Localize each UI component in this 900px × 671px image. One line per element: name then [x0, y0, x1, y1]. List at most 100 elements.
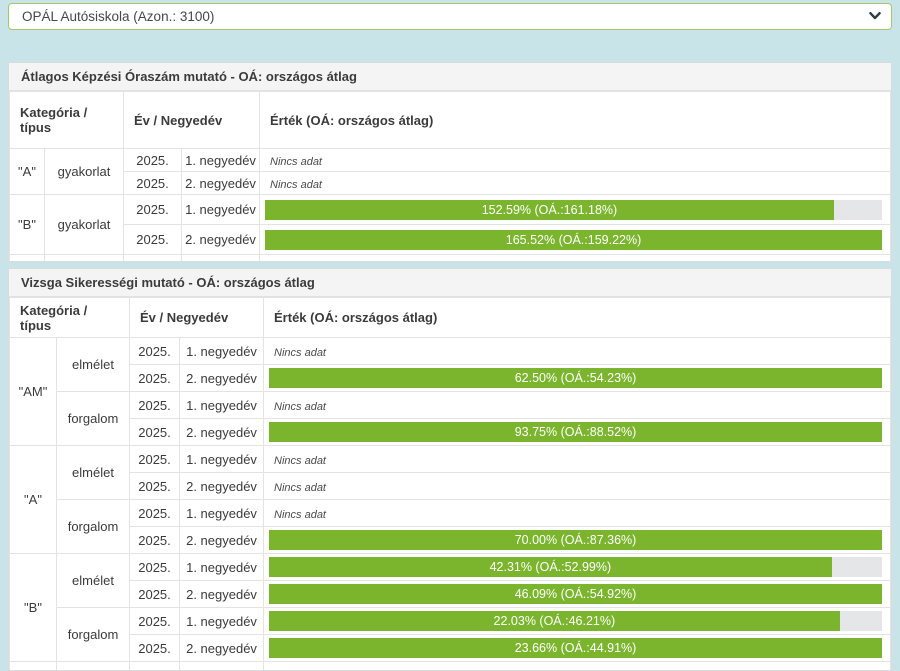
type-cell: elmélet	[55, 337, 131, 392]
category-cell: "AM"	[9, 337, 57, 446]
table-row: "A" gyakorlat 2025. 1. negyedév Nincs adat	[9, 148, 891, 195]
school-select-wrap: OPÁL Autósiskola (Azon.: 3100)	[8, 3, 892, 30]
year-cell	[129, 661, 181, 670]
category-cell	[9, 254, 45, 261]
table-row: 2025. 2. negyedév 70.00% (OÁ.:87.36%)	[10, 526, 891, 554]
type-cell: forgalom	[55, 607, 131, 662]
progress-fill: 93.75% (OÁ.:88.52%)	[269, 422, 882, 442]
table-header-row: Kategória / típus Év / Negyedév Érték (O…	[9, 297, 891, 338]
value-cell: 93.75% (OÁ.:88.52%)	[263, 418, 891, 446]
category-cell: "B"	[9, 553, 57, 662]
category-cell: "A"	[9, 445, 57, 554]
table-row: 2025. 2. negyedév Nincs adat	[10, 171, 891, 195]
bar-label: 70.00% (OÁ.:87.36%)	[514, 533, 637, 547]
year-cell: 2025.	[129, 472, 181, 500]
training-hours-table: Kategória / típus Év / Negyedév Érték (O…	[9, 91, 891, 261]
table-row: 2025. 2. negyedév 23.66% (OÁ.:44.91%)	[10, 634, 891, 662]
no-data-text: Nincs adat	[274, 400, 326, 413]
value-cell	[259, 254, 891, 261]
panel-training-hours: Átlagos Képzési Óraszám mutató - OÁ: ors…	[8, 62, 892, 262]
category-cell	[9, 661, 57, 670]
value-cell: Nincs adat	[263, 499, 891, 527]
table-row: 2025. 2. negyedév 46.09% (OÁ.:54.92%)	[10, 580, 891, 608]
progress-fill: 152.59% (OÁ.:161.18%)	[265, 199, 834, 220]
value-cell: Nincs adat	[259, 148, 891, 172]
type-cell: elmélet	[55, 553, 131, 608]
bar-label: 62.50% (OÁ.:54.23%)	[514, 371, 637, 385]
value-cell: 152.59% (OÁ.:161.18%)	[259, 194, 891, 225]
table-row: 2025. 2. negyedév 62.50% (OÁ.:54.23%)	[10, 364, 891, 392]
year-cell: 2025.	[123, 254, 183, 261]
quarter-cell: 1. negyedév	[181, 254, 261, 261]
quarter-cell: 2. negyedév	[179, 418, 265, 446]
table-row: 2025. 2. negyedév 93.75% (OÁ.:88.52%)	[10, 418, 891, 446]
quarter-cell: 1. negyedév	[179, 337, 265, 365]
no-data-text: Nincs adat	[274, 481, 326, 494]
panel-title: Vizsga Sikerességi mutató - OÁ: országos…	[9, 269, 891, 297]
year-cell: 2025.	[129, 580, 181, 608]
quarter-cell: 2. negyedév	[179, 634, 265, 662]
year-cell: 2025.	[123, 224, 183, 255]
table-row: 2025. 2. negyedév Nincs adat	[10, 472, 891, 500]
table-row-partial	[9, 661, 891, 670]
type-cell	[55, 661, 131, 670]
table-row: forgalom 2025. 1. negyedév 22.03% (OÁ.:46.2…	[10, 607, 891, 662]
value-cell: 165.52% (OÁ.:159.22%)	[259, 224, 891, 255]
progress-bar: 70.00% (OÁ.:87.36%)	[269, 530, 882, 550]
quarter-cell: 1. negyedév	[179, 445, 265, 473]
type-cell	[43, 254, 125, 261]
column-header-period: Év / Negyedév	[129, 297, 265, 338]
type-cell: forgalom	[55, 391, 131, 446]
value-cell: Nincs adat	[263, 472, 891, 500]
quarter-cell: 1. negyedév	[179, 391, 265, 419]
quarter-cell: 2. negyedév	[181, 224, 261, 255]
type-cell: gyakorlat	[43, 148, 125, 195]
table-row: "A" elmélet 2025. 1. negyedév Nincs adat	[9, 445, 891, 554]
value-cell: Nincs adat	[263, 337, 891, 365]
value-cell: Nincs adat	[263, 391, 891, 419]
table-row-partial: 2025.1. negyedév	[9, 254, 891, 261]
year-cell: 2025.	[129, 391, 181, 419]
quarter-cell: 2. negyedév	[179, 580, 265, 608]
panel-title: Átlagos Képzési Óraszám mutató - OÁ: ors…	[9, 63, 891, 91]
progress-fill: 22.03% (OÁ.:46.21%)	[269, 611, 840, 631]
value-cell: Nincs adat	[259, 171, 891, 195]
category-cell: "A"	[9, 148, 45, 195]
bar-label: 42.31% (OÁ.:52.99%)	[489, 560, 612, 574]
table-row: "AM" elmélet 2025. 1. negyedév Nincs adat	[9, 337, 891, 446]
progress-fill: 46.09% (OÁ.:54.92%)	[269, 584, 882, 604]
year-cell: 2025.	[129, 418, 181, 446]
year-cell: 2025.	[123, 148, 183, 172]
column-header-category: Kategória / típus	[9, 91, 125, 149]
progress-fill: 23.66% (OÁ.:44.91%)	[269, 638, 882, 658]
value-cell: 70.00% (OÁ.:87.36%)	[263, 526, 891, 554]
year-cell: 2025.	[123, 194, 183, 225]
column-header-value: Érték (OÁ: országos átlag)	[263, 297, 891, 338]
column-header-value: Érték (OÁ: országos átlag)	[259, 91, 891, 149]
no-data-text: Nincs adat	[270, 178, 322, 191]
progress-fill: 62.50% (OÁ.:54.23%)	[269, 368, 882, 388]
type-cell: gyakorlat	[43, 194, 125, 255]
quarter-cell: 1. negyedév	[181, 194, 261, 225]
progress-bar: 165.52% (OÁ.:159.22%)	[265, 229, 882, 250]
no-data-text: Nincs adat	[270, 155, 322, 168]
progress-bar: 46.09% (OÁ.:54.92%)	[269, 584, 882, 604]
bar-label: 165.52% (OÁ.:159.22%)	[505, 232, 642, 247]
value-cell: 46.09% (OÁ.:54.92%)	[263, 580, 891, 608]
no-data-text: Nincs adat	[274, 346, 326, 359]
table-row: forgalom 2025. 1. negyedév Nincs adat	[10, 499, 891, 554]
quarter-cell: 2. negyedév	[179, 472, 265, 500]
category-cell: "B"	[9, 194, 45, 255]
bar-label: 23.66% (OÁ.:44.91%)	[514, 641, 637, 655]
value-cell: Nincs adat	[263, 445, 891, 473]
quarter-cell	[179, 661, 265, 670]
type-cell: elmélet	[55, 445, 131, 500]
year-cell: 2025.	[129, 526, 181, 554]
year-cell: 2025.	[129, 634, 181, 662]
table-row: forgalom 2025. 1. negyedév Nincs adat	[10, 391, 891, 446]
year-cell: 2025.	[129, 445, 181, 473]
year-cell: 2025.	[129, 553, 181, 581]
school-select[interactable]: OPÁL Autósiskola (Azon.: 3100)	[8, 3, 892, 30]
progress-fill: 42.31% (OÁ.:52.99%)	[269, 557, 832, 577]
progress-bar: 62.50% (OÁ.:54.23%)	[269, 368, 882, 388]
